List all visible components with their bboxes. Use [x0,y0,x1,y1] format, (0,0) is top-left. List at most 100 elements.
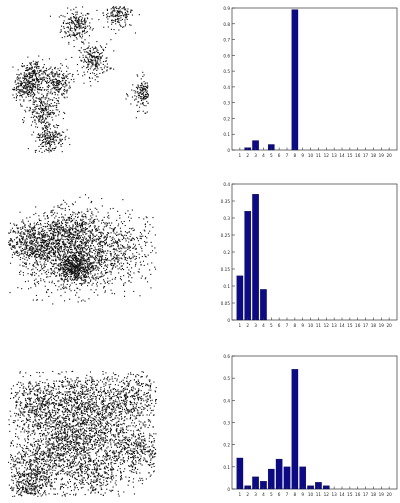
y-tick-label: 0.35 [221,199,231,204]
y-tick-label: 0.9 [223,6,230,11]
x-tick-label: 11 [316,492,322,497]
x-tick-label: 14 [339,153,345,158]
x-tick-label: 17 [363,492,369,497]
x-tick-label: 13 [331,323,337,328]
scatter-cluster-8 [12,69,45,108]
bar-1 [236,457,244,490]
x-tick-label: 7 [286,323,289,328]
bar-8 [291,9,299,151]
y-tick-label: 0.4 [223,398,230,403]
x-tick-label: 17 [363,323,369,328]
y-tick-label: 0.15 [221,267,231,272]
x-tick-label: 7 [286,153,289,158]
x-tick-label: 1 [239,323,242,328]
y-tick-label: 0.1 [223,465,230,470]
y-tick-label: 0.05 [221,301,231,306]
x-tick-label: 17 [363,153,369,158]
x-tick-label: 5 [270,153,273,158]
x-tick-label: 10 [308,153,314,158]
scatter-cluster-9 [11,465,57,497]
x-tick-label: 4 [262,153,265,158]
scatter-cluster-6 [8,411,90,494]
x-tick-label: 5 [270,323,273,328]
x-tick-label: 4 [262,492,265,497]
x-tick-label: 12 [324,323,330,328]
bar-9 [299,466,307,490]
x-tick-label: 6 [278,323,281,328]
x-tick-label: 2 [246,323,249,328]
bar-2 [244,211,252,321]
x-tick-label: 9 [301,323,304,328]
scatter-plot-2 [8,194,157,305]
x-tick-label: 16 [355,153,361,158]
x-tick-label: 19 [379,153,385,158]
y-tick-label: 0.3 [223,421,230,426]
y-tick-label: 0 [227,148,230,153]
scatter-cluster-6 [125,71,149,119]
bar-5 [267,468,275,490]
x-tick-label: 13 [331,153,337,158]
scatter-cluster-5 [22,194,122,265]
x-tick-label: 3 [254,153,257,158]
y-tick-label: 0.8 [223,22,230,27]
y-tick-label: 0.4 [223,182,230,187]
scatter-cluster-5 [65,42,115,87]
x-tick-label: 8 [294,153,297,158]
y-tick-label: 0.2 [223,443,230,448]
scatter-cluster-4 [50,196,157,297]
x-tick-label: 10 [308,492,314,497]
x-tick-label: 16 [355,492,361,497]
scatter-cluster-9 [23,117,71,153]
x-tick-label: 18 [371,492,377,497]
y-tick-label: 0.6 [223,354,230,359]
x-tick-label: 3 [254,323,257,328]
bar-3 [252,194,259,321]
y-tick-label: 0.7 [223,38,230,43]
scatter-plot-1 [12,6,149,153]
y-tick-label: 0.6 [223,53,230,58]
scatter-points [12,6,149,153]
y-tick-label: 0 [227,318,230,323]
x-tick-label: 15 [347,492,353,497]
x-tick-label: 5 [270,492,273,497]
x-tick-label: 2 [246,492,249,497]
y-tick-label: 0 [227,487,230,492]
x-tick-label: 12 [324,492,330,497]
y-tick-label: 0.3 [223,101,230,106]
x-tick-label: 6 [278,492,281,497]
y-tick-label: 0.5 [223,376,230,381]
scatter-plot-3 [8,370,157,497]
x-tick-label: 12 [324,153,330,158]
y-tick-label: 0.2 [223,116,230,121]
x-tick-label: 20 [386,153,392,158]
x-tick-label: 14 [339,323,345,328]
scatter-cluster-8 [93,414,157,486]
scatter-cluster-7 [34,416,148,497]
x-tick-label: 10 [308,323,314,328]
plot-frame [231,7,398,151]
scatter-cluster-3 [12,55,59,108]
scatter-cluster-3 [51,247,98,289]
x-tick-label: 9 [301,492,304,497]
scatter-points [8,194,157,305]
scatter-cluster-4 [33,63,75,101]
bar-4 [260,289,267,321]
x-tick-label: 15 [347,153,353,158]
x-tick-label: 19 [379,323,385,328]
x-tick-label: 15 [347,323,353,328]
y-tick-label: 0.1 [223,284,230,289]
x-tick-label: 9 [301,153,304,158]
bar-7 [283,466,291,490]
x-tick-label: 16 [355,323,361,328]
x-tick-label: 8 [294,492,297,497]
y-tick-label: 0.1 [223,132,230,137]
scatter-points [8,370,157,497]
x-tick-label: 3 [254,492,257,497]
scatter-cluster-1 [49,6,98,48]
x-tick-label: 11 [316,153,322,158]
x-tick-label: 2 [246,153,249,158]
x-tick-label: 7 [286,492,289,497]
x-tick-label: 19 [379,492,385,497]
x-tick-label: 20 [386,323,392,328]
histogram-1: 00.10.20.30.40.50.60.70.80.91 2 3 4 5 6 7 8 9 10 1… [223,6,398,158]
